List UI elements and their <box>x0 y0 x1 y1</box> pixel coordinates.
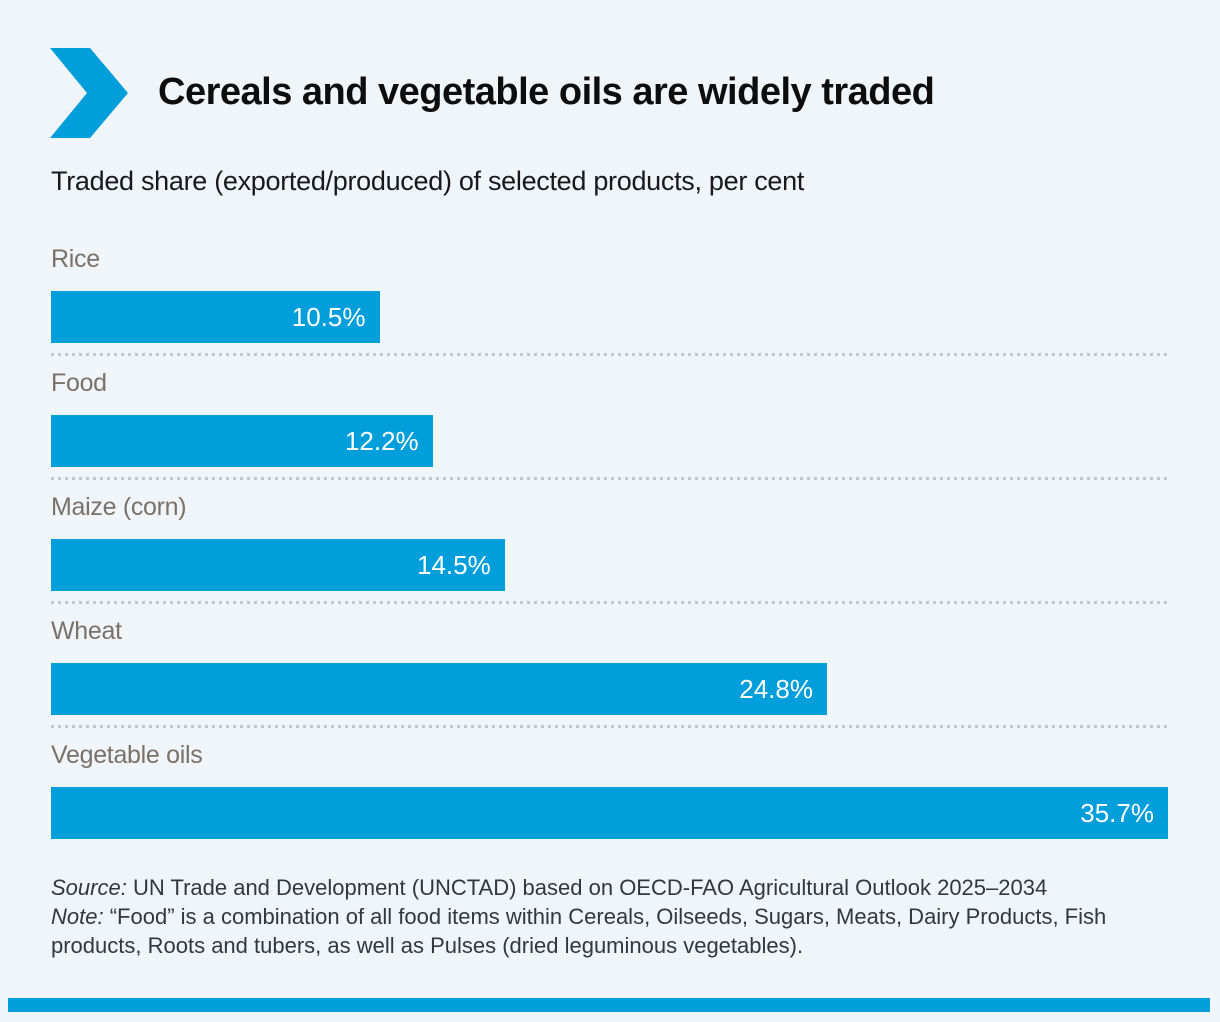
chart-row: Maize (corn) 14.5% <box>51 492 1168 591</box>
row-separator <box>51 477 1168 480</box>
chart-row: Rice 10.5% <box>51 244 1168 343</box>
category-label: Wheat <box>51 617 122 645</box>
bar: 14.5% <box>51 539 505 591</box>
header: Cereals and vegetable oils are widely tr… <box>0 0 1220 138</box>
category-label: Maize (corn) <box>51 493 187 521</box>
chevron-right-icon <box>50 48 128 138</box>
bar: 10.5% <box>51 291 380 343</box>
row-separator <box>51 601 1168 604</box>
bottom-accent-bar <box>8 998 1210 1012</box>
source-label: Source: <box>51 875 127 900</box>
chart-row: Food 12.2% <box>51 368 1168 467</box>
bar: 24.8% <box>51 663 827 715</box>
bar-value-label: 12.2% <box>344 425 419 456</box>
bar-value-label: 24.8% <box>739 673 813 704</box>
category-label: Food <box>51 369 107 397</box>
bar-value-label: 14.5% <box>416 549 491 580</box>
row-separator <box>51 725 1168 728</box>
category-label: Rice <box>51 245 100 273</box>
bar-value-label: 35.7% <box>1080 797 1154 828</box>
bar: 12.2% <box>51 415 433 467</box>
row-separator <box>51 353 1168 356</box>
chart-row: Wheat 24.8% <box>51 616 1168 715</box>
source-line: Source: UN Trade and Development (UNCTAD… <box>51 873 1165 902</box>
bar-value-label: 10.5% <box>291 301 366 332</box>
page-title: Cereals and vegetable oils are widely tr… <box>158 71 935 114</box>
bar-chart: Rice 10.5% Food 12.2% Maize (corn) 14.5% Wheat… <box>51 244 1168 839</box>
category-label: Vegetable oils <box>51 741 203 769</box>
note-line: Note: “Food” is a combination of all foo… <box>51 902 1165 960</box>
note-label: Note: <box>51 904 104 929</box>
chart-row: Vegetable oils 35.7% <box>51 740 1168 839</box>
chart-subtitle: Traded share (exported/produced) of sele… <box>51 166 805 196</box>
bar: 35.7% <box>51 787 1168 839</box>
footnotes: Source: UN Trade and Development (UNCTAD… <box>51 873 1165 960</box>
note-text: “Food” is a combination of all food item… <box>51 904 1107 958</box>
source-text: UN Trade and Development (UNCTAD) based … <box>132 875 1048 900</box>
